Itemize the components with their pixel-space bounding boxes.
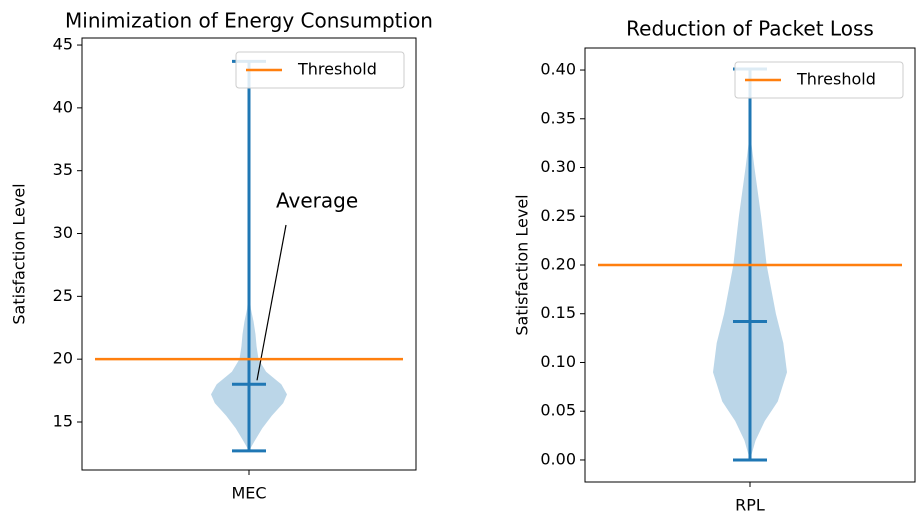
y-tick-label: 0.05 — [540, 401, 576, 420]
annotation-arrow — [256, 224, 287, 381]
y-axis-label: Satisfaction Level — [513, 194, 532, 335]
annotation: Average — [276, 189, 358, 213]
y-axis-label: Satisfaction Level — [10, 183, 29, 324]
y-tick-label: 0.15 — [540, 303, 576, 322]
y-tick-label: 20 — [53, 349, 73, 368]
legend: Threshold — [235, 51, 405, 89]
y-tick-label: 0.40 — [540, 60, 576, 79]
legend-label: Threshold — [297, 60, 377, 79]
y-tick-label: 45 — [53, 35, 73, 54]
axes-frame — [81, 37, 417, 471]
y-tick-label: 30 — [53, 223, 73, 242]
y-tick-label: 0.10 — [540, 352, 576, 371]
chart-title: Minimization of Energy Consumption — [65, 9, 433, 33]
axes-frame — [584, 47, 916, 483]
x-tick-label: RPL — [735, 496, 765, 515]
x-tick-label: MEC — [231, 484, 266, 503]
y-tick-label: 0.35 — [540, 108, 576, 127]
y-tick-label: 35 — [53, 160, 73, 179]
y-tick-label: 0.30 — [540, 157, 576, 176]
y-tick-label: 0.25 — [540, 206, 576, 225]
chart-title: Reduction of Packet Loss — [626, 17, 874, 41]
y-tick-label: 15 — [53, 412, 73, 431]
y-tick-label: 0.20 — [540, 255, 576, 274]
legend-box — [734, 61, 904, 99]
y-tick-label: 40 — [53, 97, 73, 116]
legend-label: Threshold — [796, 70, 876, 89]
legend: Threshold — [734, 61, 904, 99]
legend-box — [235, 51, 405, 89]
y-tick-label: 25 — [53, 286, 73, 305]
y-tick-label: 0.00 — [540, 449, 576, 468]
